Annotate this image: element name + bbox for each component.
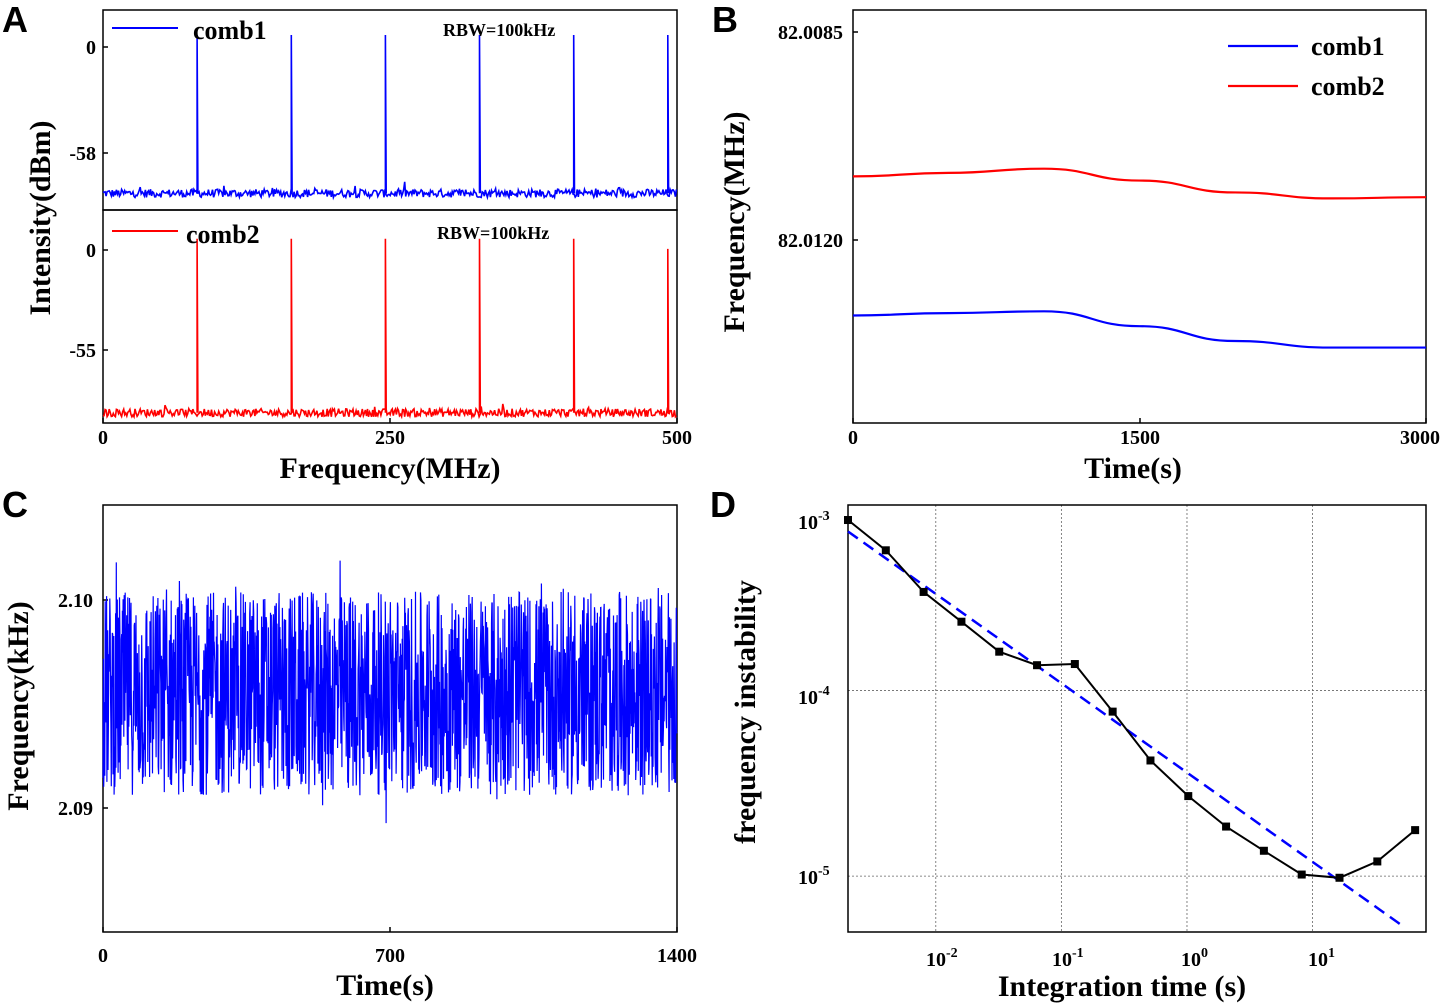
- panel-a-ylabel: Intensity(dBm): [24, 120, 57, 315]
- data-point: [1033, 661, 1042, 670]
- data-point: [919, 587, 928, 596]
- panel-d-ytick: 10-5: [798, 864, 830, 889]
- panel-b-xtick: 1500: [1120, 427, 1160, 449]
- panel-c-xlabel: Time(s): [336, 969, 434, 1002]
- panel-b-xticks: 0 1500 3000: [848, 418, 1440, 449]
- panel-a-bottom-yticks: 0 -55: [69, 240, 108, 362]
- panel-d-xtick: 10-1: [1052, 946, 1084, 971]
- data-point: [1411, 826, 1420, 835]
- panel-c-xtick: 0: [98, 945, 108, 967]
- panel-a-xlabel: Frequency(MHz): [279, 452, 500, 485]
- panel-d-ytick: 10-3: [798, 509, 830, 534]
- panel-d-xtick: 101: [1308, 946, 1335, 971]
- panel-b-comb2-legend-label: comb2: [1311, 72, 1385, 101]
- panel-b-yticks: 82.0085 82.0120: [778, 22, 858, 252]
- data-point: [1373, 857, 1382, 866]
- data-point: [881, 546, 890, 555]
- panel-a-bottom-rbw-annotation: RBW=100kHz: [437, 223, 549, 243]
- panel-b-xtick: 0: [848, 427, 858, 449]
- data-point: [1259, 846, 1268, 855]
- panel-c-xtick: 1400: [657, 945, 697, 967]
- panel-b-comb1-line: [852, 310, 1426, 349]
- panel-a-xticks: 0 250 500: [98, 418, 692, 449]
- data-point: [1184, 792, 1193, 801]
- panel-d-yticks: 10-3 10-4 10-5: [798, 509, 830, 889]
- panel-d-xtick: 10-2: [926, 946, 958, 971]
- data-point: [1335, 873, 1344, 882]
- panel-c-xtick: 700: [375, 945, 405, 967]
- allan-deviation-line: [847, 519, 1416, 879]
- panel-b-xtick: 3000: [1400, 427, 1440, 449]
- panel-a-top-ytick: 0: [86, 37, 96, 59]
- panel-b-comb1-legend-label: comb1: [1311, 32, 1385, 61]
- panel-label-a: A: [2, 0, 28, 40]
- data-point: [1146, 756, 1155, 765]
- panel-c-ytick: 2.10: [58, 590, 93, 612]
- data-point: [1222, 822, 1231, 831]
- panel-b-comb2-line: [852, 167, 1427, 200]
- panel-label-b: B: [712, 0, 738, 40]
- panel-label-d: D: [710, 484, 736, 525]
- panel-a-xtick: 0: [98, 427, 108, 449]
- panel-d-ytick: 10-4: [798, 684, 830, 709]
- panel-d-series: [844, 516, 1420, 926]
- panel-b-xlabel: Time(s): [1084, 452, 1182, 485]
- panel-a-xtick: 500: [662, 427, 692, 449]
- data-point: [844, 516, 852, 525]
- panel-c-ytick: 2.09: [58, 798, 93, 820]
- panel-c-ylabel: Frequency(kHz): [2, 601, 35, 810]
- panel-a-bottom-ytick: -55: [69, 340, 96, 362]
- panel-a-comb2-legend-label: comb2: [186, 220, 260, 249]
- panel-b-ytick: 82.0085: [778, 22, 843, 44]
- data-point: [1108, 707, 1117, 716]
- data-point: [1070, 660, 1079, 669]
- panel-a-comb1-legend-label: comb1: [193, 16, 267, 45]
- data-point: [1297, 870, 1306, 879]
- data-point: [995, 647, 1004, 656]
- panel-a-bottom-ytick: 0: [86, 240, 96, 262]
- panel-d-ylabel: frequency instability: [729, 580, 762, 844]
- panel-label-c: C: [2, 484, 28, 525]
- panel-a-comb2-spectrum: [102, 238, 678, 420]
- panel-b-ytick: 82.0120: [778, 230, 843, 252]
- panel-a-top-yticks: 0 -58: [69, 37, 108, 165]
- panel-a-xtick: 250: [375, 427, 405, 449]
- panel-b-ylabel: Frequency(MHz): [718, 111, 751, 332]
- panel-c-xticks: 0 700 1400: [98, 927, 697, 967]
- panel-a-comb1-spectrum: [102, 34, 678, 201]
- panel-a-top-frame: [102, 9, 678, 211]
- panel-c-yticks: 2.10 2.09: [58, 590, 108, 820]
- panel-a-top-ytick: -58: [69, 143, 96, 165]
- panel-d-xticks: 10-2 10-1 100 101: [926, 946, 1335, 971]
- panel-d-xlabel: Integration time (s): [998, 970, 1246, 1003]
- panel-a-top-rbw-annotation: RBW=100kHz: [443, 20, 555, 40]
- panel-d-frame: [847, 504, 1427, 933]
- panel-c-frequency-trace: [102, 560, 678, 824]
- panel-d-grid: [848, 504, 1426, 932]
- data-point: [957, 617, 966, 626]
- panel-d-xtick: 100: [1181, 946, 1208, 971]
